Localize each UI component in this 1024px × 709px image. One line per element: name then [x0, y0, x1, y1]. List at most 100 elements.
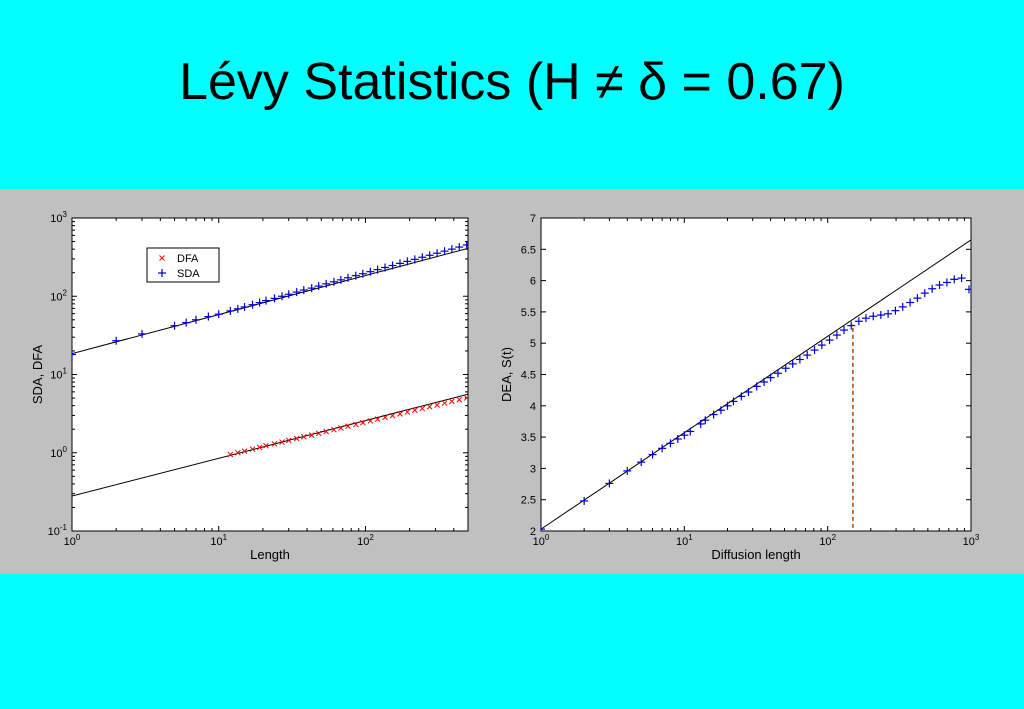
- data-point-dea: [788, 359, 797, 368]
- data-point-sda: [214, 310, 223, 319]
- data-point-dea: [810, 346, 819, 355]
- data-point-dfa: [411, 407, 418, 414]
- plot-area: [540, 217, 972, 532]
- data-point-dfa: [367, 418, 374, 424]
- data-point-sda: [403, 257, 412, 266]
- data-point-sda: [72, 350, 76, 359]
- data-point-dea: [623, 466, 632, 475]
- plot-area: [71, 217, 469, 532]
- data-point-dea: [950, 275, 959, 284]
- data-point-dea: [673, 434, 682, 443]
- data-point-dfa-b: [389, 412, 396, 419]
- x-tick-label: 100: [533, 533, 550, 548]
- data-point-sda: [440, 247, 449, 256]
- data-point-dfa-b: [448, 398, 455, 405]
- data-point-dea: [861, 314, 870, 323]
- data-point-dea: [825, 336, 834, 345]
- data-point-dea: [839, 326, 848, 335]
- data-point-sda: [204, 312, 213, 321]
- data-point-dfa-b: [323, 428, 330, 435]
- data-point-sda: [112, 336, 121, 345]
- data-point-dea: [795, 355, 804, 364]
- x-tick-label: 101: [210, 533, 227, 548]
- y-tick-label: 5: [530, 338, 536, 350]
- data-point-dfa: [338, 425, 344, 431]
- data-point-dea: [680, 431, 689, 440]
- data-point-sda: [447, 245, 456, 254]
- data-point-sda: [292, 288, 301, 297]
- data-point-dea: [637, 458, 646, 467]
- data-point-dea: [701, 416, 710, 425]
- data-point-dfa-b: [426, 403, 433, 410]
- plot-content: [72, 240, 468, 497]
- data-point-sda: [425, 251, 434, 260]
- data-point-dea: [696, 419, 705, 428]
- legend-label-dfa: DFA: [177, 253, 199, 265]
- y-tick-label: 2: [530, 526, 536, 538]
- x-tick-label: 102: [819, 533, 836, 548]
- data-point-dfa-b: [404, 409, 411, 415]
- legend: DFA SDA: [146, 247, 220, 283]
- data-point-dea: [766, 373, 775, 382]
- data-point-sda: [329, 277, 338, 286]
- plot-content: [541, 239, 971, 531]
- data-point-dfa: [463, 395, 468, 401]
- data-point-dfa: [397, 411, 403, 417]
- y-tick-label: 100: [50, 445, 67, 460]
- data-point-dea: [709, 410, 718, 419]
- data-point-dfa-b: [293, 435, 300, 442]
- y-tick-label: 102: [50, 288, 67, 303]
- x-axis-label: Length: [250, 547, 290, 562]
- y-tick-label: 7: [530, 213, 536, 225]
- data-point-dfa: [448, 398, 455, 405]
- y-axis-label: DEA, S(t): [499, 347, 514, 402]
- data-point-dfa-b: [234, 449, 241, 456]
- y-tick-label: 4.5: [521, 370, 536, 382]
- data-point-sda: [388, 261, 397, 270]
- data-point-dea: [891, 306, 900, 315]
- x-tick-label: 101: [676, 533, 693, 548]
- data-point-dfa: [323, 428, 330, 435]
- data-point-dea: [920, 289, 929, 298]
- data-point-dea: [869, 312, 878, 321]
- legend-marker-dfa-b: [159, 255, 165, 261]
- data-point-sda: [396, 259, 405, 268]
- data-point-dea: [781, 364, 790, 373]
- data-point-dfa-b: [352, 421, 359, 428]
- data-point-sda: [410, 255, 419, 264]
- data-point-dfa-b: [249, 446, 256, 453]
- data-point-sda: [233, 304, 242, 313]
- data-point-dfa-b: [463, 395, 468, 401]
- x-tick-label: 102: [357, 533, 374, 548]
- data-point-dfa: [263, 442, 269, 449]
- data-point-sda: [191, 315, 200, 324]
- data-point-dfa-b: [271, 440, 278, 447]
- data-point-dea: [716, 406, 725, 415]
- data-point-dfa: [300, 433, 307, 440]
- legend-label-sda: SDA: [177, 268, 200, 280]
- y-tick-label: 101: [50, 367, 67, 382]
- data-point-sda: [322, 279, 331, 288]
- data-point-dea: [942, 278, 951, 287]
- y-tick-label: 6.5: [521, 244, 536, 256]
- data-point-dfa: [256, 444, 263, 451]
- data-point-dfa-b: [256, 444, 263, 451]
- data-point-dfa: [382, 414, 388, 421]
- data-point-sda: [343, 273, 352, 282]
- data-point-dfa-b: [374, 416, 381, 422]
- series-sda: [72, 240, 468, 359]
- data-point-sda: [182, 318, 191, 327]
- data-point-dea: [737, 392, 746, 401]
- y-tick-label: 6: [530, 276, 536, 288]
- data-point-dea: [884, 309, 893, 318]
- x-tick-label: 103: [963, 533, 980, 548]
- data-point-dfa: [227, 451, 234, 458]
- data-point-dfa-b: [441, 400, 448, 407]
- data-point-dea: [957, 274, 966, 283]
- figure-panel: 100 101 102 10-1 100 101 102 103 Length SDA, DFA D…: [0, 189, 1024, 574]
- data-point-dea: [935, 280, 944, 289]
- data-point-dfa: [315, 430, 322, 437]
- data-point-dfa: [374, 416, 381, 422]
- data-point-dfa-b: [338, 425, 344, 431]
- data-point-sda: [373, 265, 382, 274]
